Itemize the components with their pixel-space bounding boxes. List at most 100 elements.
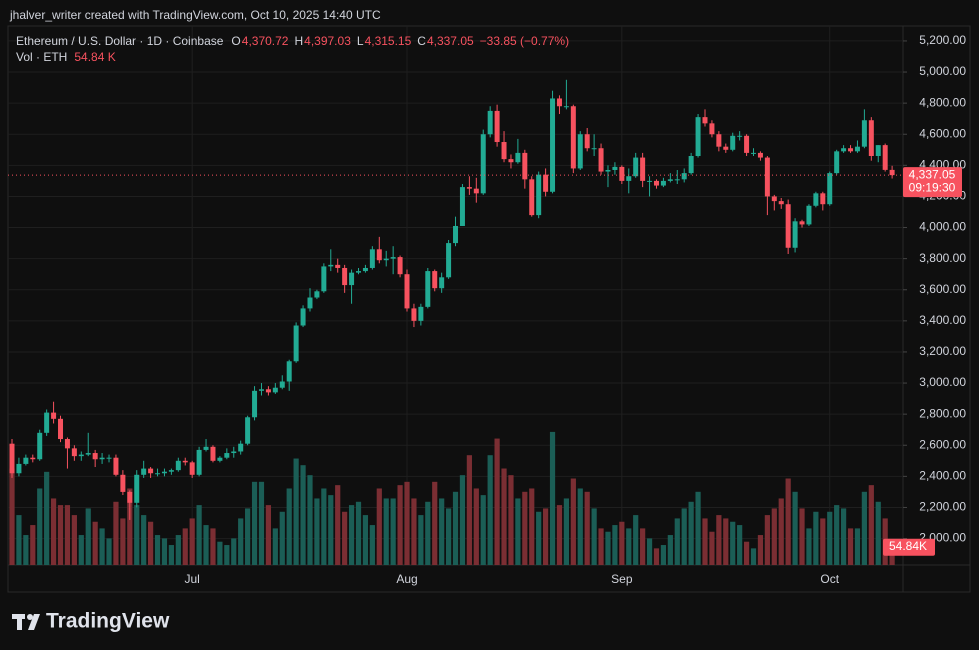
candle-body [515, 152, 521, 163]
volume-bar [44, 471, 50, 565]
candle-body [848, 148, 854, 152]
volume-bar [674, 518, 680, 565]
y-tick-label: 3,000.00 [919, 375, 966, 389]
volume-bar [563, 498, 569, 565]
volume-bar [757, 535, 764, 565]
logo-text: TradingView [46, 610, 170, 633]
candle-body [307, 297, 313, 309]
volume-bar [445, 508, 452, 565]
volume-bar [411, 498, 417, 565]
volume-bar [120, 518, 126, 565]
candle-body [723, 146, 729, 150]
volume-bar [439, 498, 445, 565]
volume-bar [875, 501, 881, 565]
candle-body [85, 453, 91, 455]
y-tick-label: 2,400.00 [919, 469, 966, 483]
candle-body [570, 106, 576, 169]
candle-body [778, 201, 784, 205]
volume-bar [633, 515, 639, 565]
candle-body [841, 148, 847, 152]
volume-bar [161, 538, 168, 565]
candle-body [404, 274, 410, 309]
volume-bar [806, 528, 812, 565]
candle-body [44, 412, 50, 433]
volume-bar [265, 505, 272, 565]
volume-bar [591, 508, 597, 565]
y-tick-label: 2,800.00 [919, 406, 966, 420]
candle-body [494, 110, 500, 143]
candle-body [550, 98, 556, 192]
volume-bar [16, 515, 22, 565]
candle-body [882, 145, 888, 170]
candle-body [238, 443, 244, 452]
volume-bar [85, 508, 91, 565]
candle-body [674, 179, 680, 181]
volume-bar [106, 538, 112, 565]
volume-bar [175, 535, 181, 565]
last-price-tag [903, 167, 962, 198]
volume-bar [383, 498, 389, 565]
volume-bar [785, 478, 791, 565]
volume-bar [50, 498, 57, 565]
candle-body [37, 432, 43, 460]
volume-bar [182, 528, 188, 565]
volume-bar [432, 481, 438, 565]
volume-bar [293, 458, 299, 565]
candle-body [757, 152, 763, 158]
volume-bar [716, 515, 722, 565]
volume-bar [750, 548, 757, 565]
volume-bar [217, 541, 223, 565]
volume-bar [362, 515, 369, 565]
y-tick-label: 4,600.00 [919, 126, 966, 140]
candle-body [224, 453, 230, 458]
candle-body [453, 225, 459, 244]
legend-text: 4,315.15 [365, 34, 412, 48]
candle-body [439, 277, 445, 289]
candle-body [640, 157, 646, 181]
candle-body [9, 443, 15, 474]
volume-bar [154, 535, 161, 565]
y-tick-label: 5,000.00 [919, 64, 966, 78]
candle-body [168, 470, 174, 472]
volume-bar [522, 491, 528, 565]
volume-bar [508, 475, 514, 565]
volume-bar [847, 528, 854, 565]
candle-body [529, 179, 535, 216]
volume-bar [258, 481, 265, 565]
candle-body [501, 142, 507, 160]
volume-bar [723, 518, 729, 565]
candle-body [577, 134, 583, 169]
candle-body [653, 180, 659, 186]
volume-bar [113, 501, 119, 565]
candle-body [716, 134, 722, 147]
volume-bar [64, 505, 71, 565]
candle-body [764, 157, 770, 197]
volume-bar [148, 521, 154, 565]
candle-body [619, 166, 625, 181]
volume-bar [820, 518, 826, 565]
volume-bar [224, 545, 230, 565]
x-tick-label: Aug [396, 572, 417, 586]
volume-bar [827, 511, 833, 565]
candle-layer [9, 79, 895, 520]
candle-body [744, 135, 750, 153]
y-tick-label: 3,400.00 [919, 313, 966, 327]
volume-bar [841, 508, 847, 565]
candle-body [335, 264, 341, 268]
candle-body [356, 271, 361, 273]
candle-body [473, 188, 479, 194]
candle-body [113, 457, 119, 475]
volume-bar [314, 498, 320, 565]
volume-bar [127, 488, 133, 565]
volume-bar [702, 518, 708, 565]
candle-body [702, 117, 708, 124]
volume-bar [203, 525, 209, 565]
candle-body [730, 135, 736, 150]
volume-bar [681, 508, 687, 565]
legend-text: Ethereum / U.S. Dollar · 1D · Coinbase [16, 34, 224, 48]
candle-body [321, 266, 327, 292]
x-tick-label: Jul [185, 572, 200, 586]
candle-body [487, 110, 493, 135]
volume-bar [189, 518, 195, 565]
